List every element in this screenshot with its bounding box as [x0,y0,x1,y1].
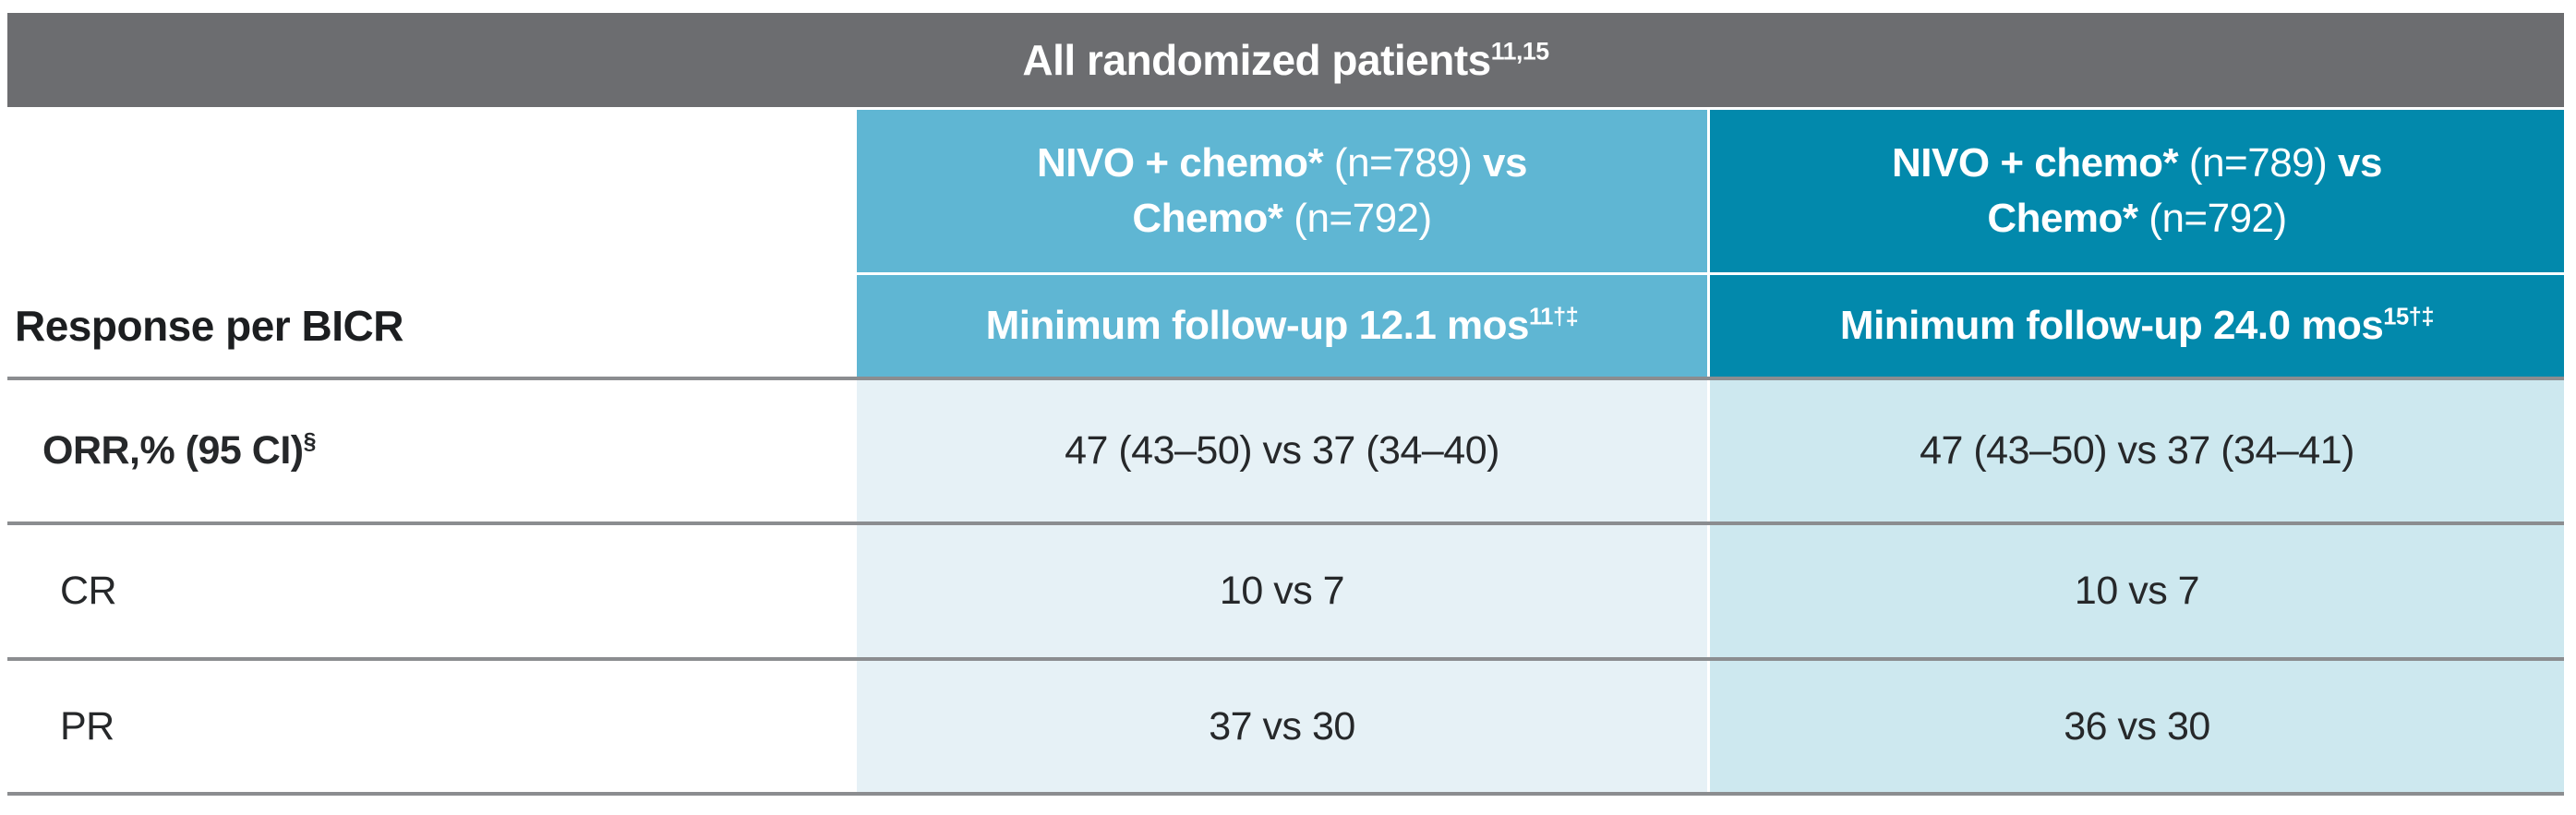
row-label-orr: ORR,% (95 CI)§ [42,428,316,473]
title-gap [7,107,2564,110]
row-divider [7,521,2564,525]
column-group-header-1-text: NIVO + chemo* (n=789) vs Chemo* (n=792) [1037,140,1527,241]
cell-cr-24mo: 10 vs 7 [1710,525,2564,657]
column-group-header-2-text: NIVO + chemo* (n=789) vs Chemo* (n=792) [1892,140,2382,241]
row-divider [7,792,2564,796]
row-label-cr-cell: CR [7,525,857,657]
subheader-followup-12: Minimum follow-up 12.1 mos11†‡ [857,275,1707,377]
cell-pr-12mo-value: 37 vs 30 [1209,703,1355,749]
cell-orr-24mo: 47 (43–50) vs 37 (34–41) [1710,380,2564,521]
cell-orr-12mo-value: 47 (43–50) vs 37 (34–40) [1065,428,1499,473]
column-group-header-1: NIVO + chemo* (n=789) vs Chemo* (n=792) [857,110,1707,272]
row-label-pr: PR [60,703,114,749]
column-divider [1707,110,1710,272]
cell-pr-12mo: 37 vs 30 [857,661,1707,792]
column-group-header-2: NIVO + chemo* (n=789) vs Chemo* (n=792) [1710,110,2564,272]
table-title: All randomized patients11,15 [1022,36,1549,84]
table-row-orr: ORR,% (95 CI)§ 47 (43–50) vs 37 (34–40) … [7,380,2564,521]
response-table: All randomized patients11,15 NIVO + chem… [7,13,2564,796]
table-row-cr: CR 10 vs 7 10 vs 7 [7,525,2564,657]
column-divider [1707,525,1710,657]
row-label-cr: CR [60,569,117,613]
cell-cr-12mo: 10 vs 7 [857,525,1707,657]
corner-blank-cell [7,110,857,272]
cell-pr-24mo-value: 36 vs 30 [2064,703,2210,749]
column-divider [1707,380,1710,521]
header-gap [7,272,2564,275]
row-header-cell: Response per BICR [7,275,857,377]
subheader-row: Response per BICR Minimum follow-up 12.1… [7,275,2564,377]
column-group-header-row: NIVO + chemo* (n=789) vs Chemo* (n=792) N… [7,110,2564,272]
cell-orr-12mo: 47 (43–50) vs 37 (34–40) [857,380,1707,521]
column-divider [1707,275,1710,377]
row-divider [7,377,2564,380]
column-divider [1707,661,1710,792]
row-divider [7,657,2564,661]
subheader-followup-24: Minimum follow-up 24.0 mos15†‡ [1710,275,2564,377]
subheader-followup-24-text: Minimum follow-up 24.0 mos15†‡ [1839,303,2435,348]
cell-pr-24mo: 36 vs 30 [1710,661,2564,792]
row-header-label: Response per BICR [15,302,403,350]
cell-orr-24mo-value: 47 (43–50) vs 37 (34–41) [1920,428,2354,473]
cell-cr-12mo-value: 10 vs 7 [1219,569,1345,613]
table-row-pr: PR 37 vs 30 36 vs 30 [7,661,2564,792]
cell-cr-24mo-value: 10 vs 7 [2074,569,2200,613]
row-label-orr-cell: ORR,% (95 CI)§ [7,380,857,521]
table-title-bar: All randomized patients11,15 [7,13,2564,107]
subheader-followup-12-text: Minimum follow-up 12.1 mos11†‡ [985,303,1579,348]
row-label-pr-cell: PR [7,661,857,792]
